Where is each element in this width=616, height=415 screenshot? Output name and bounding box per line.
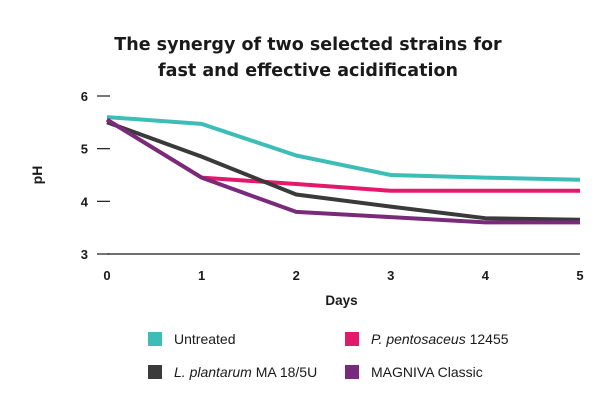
chart-title-line-1: The synergy of two selected strains for: [114, 35, 502, 55]
y-tick-label: 6: [81, 89, 88, 104]
x-tick-label: 4: [482, 268, 490, 283]
legend-label-untreated: Untreated: [174, 331, 236, 347]
legend-label-p-pentosaceus: P. pentosaceus 12455: [371, 331, 509, 347]
y-tick-label: 3: [81, 247, 88, 262]
legend-swatch-p-pentosaceus: [345, 332, 359, 346]
y-tick-label: 4: [81, 194, 89, 209]
legend-item-magniva-classic: MAGNIVA Classic: [345, 364, 483, 380]
legend-swatch-untreated: [148, 332, 162, 346]
y-axis-label: pH: [29, 166, 45, 185]
legend-item-l-plantarum: L. plantarum MA 18/5U: [148, 364, 317, 380]
x-tick-label: 2: [293, 268, 300, 283]
x-tick-label: 3: [387, 268, 394, 283]
legend-swatch-magniva-classic: [345, 365, 359, 379]
legend-label-l-plantarum: L. plantarum MA 18/5U: [174, 364, 318, 380]
series-line-l-plantarum-ma-18-5u: [106, 120, 581, 222]
y-tick-label: 5: [81, 142, 88, 157]
legend-swatch-l-plantarum: [148, 365, 162, 379]
chart-title-line-2: fast and effective acidification: [158, 61, 458, 81]
chart-title: The synergy of two selected strains for …: [0, 32, 616, 84]
series-line-magniva-classic: [105, 117, 580, 225]
legend-item-untreated: Untreated: [148, 331, 235, 347]
x-tick-label: 5: [576, 268, 583, 283]
x-axis-label: Days: [325, 293, 357, 308]
series-line-p-pentosaceus-12455: [105, 117, 580, 193]
legend-label-magniva-classic: MAGNIVA Classic: [371, 364, 483, 380]
x-tick-label: 0: [103, 268, 110, 283]
legend-item-p-pentosaceus: P. pentosaceus 12455: [345, 331, 509, 347]
x-tick-label: 1: [198, 268, 205, 283]
series-line-untreated: [106, 115, 581, 182]
